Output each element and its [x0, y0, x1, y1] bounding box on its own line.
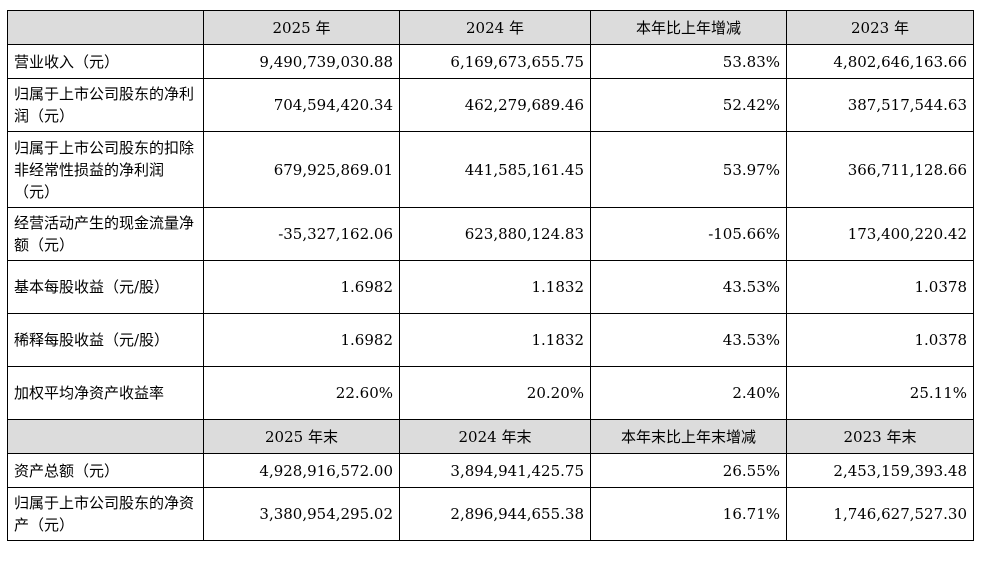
row-label: 稀释每股收益（元/股） [7, 313, 204, 367]
value-change: 53.97% [590, 131, 787, 208]
value-2023: 2,453,159,393.48 [786, 453, 974, 488]
value-change: 43.53% [590, 313, 787, 367]
header-cell-2024: 2024 年 [399, 10, 591, 45]
value-2023: 1.0378 [786, 313, 974, 367]
value-2024: 441,585,161.45 [399, 131, 591, 208]
header-cell-2023-end: 2023 年末 [786, 419, 974, 454]
value-change: 52.42% [590, 78, 787, 132]
value-change: 16.71% [590, 487, 787, 541]
header-cell-2023: 2023 年 [786, 10, 974, 45]
row-label: 归属于上市公司股东的净资产（元） [7, 487, 204, 541]
value-2023: 387,517,544.63 [786, 78, 974, 132]
value-2024: 462,279,689.46 [399, 78, 591, 132]
row-label: 基本每股收益（元/股） [7, 260, 204, 314]
value-2025: 1.6982 [203, 260, 400, 314]
row-label: 加权平均净资产收益率 [7, 366, 204, 420]
table-row: 归属于上市公司股东的净资产（元） 3,380,954,295.02 2,896,… [7, 487, 974, 541]
value-2023: 1,746,627,527.30 [786, 487, 974, 541]
value-change: 26.55% [590, 453, 787, 488]
value-2025: 3,380,954,295.02 [203, 487, 400, 541]
header-cell-change-end: 本年末比上年末增减 [590, 419, 787, 454]
value-2025: 704,594,420.34 [203, 78, 400, 132]
value-2024: 20.20% [399, 366, 591, 420]
table-row: 资产总额（元） 4,928,916,572.00 3,894,941,425.7… [7, 453, 974, 488]
table-row: 归属于上市公司股东的扣除非经常性损益的净利润（元） 679,925,869.01… [7, 131, 974, 208]
value-2024: 1.1832 [399, 313, 591, 367]
table-row: 稀释每股收益（元/股） 1.6982 1.1832 43.53% 1.0378 [7, 313, 974, 367]
table-row: 基本每股收益（元/股） 1.6982 1.1832 43.53% 1.0378 [7, 260, 974, 314]
table-row: 营业收入（元） 9,490,739,030.88 6,169,673,655.7… [7, 44, 974, 79]
value-change: 2.40% [590, 366, 787, 420]
header-cell-label [7, 419, 204, 454]
row-label: 归属于上市公司股东的扣除非经常性损益的净利润（元） [7, 131, 204, 208]
table-row: 加权平均净资产收益率 22.60% 20.20% 2.40% 25.11% [7, 366, 974, 420]
header-cell-label [7, 10, 204, 45]
value-2024: 6,169,673,655.75 [399, 44, 591, 79]
value-change: -105.66% [590, 207, 787, 261]
value-2025: 1.6982 [203, 313, 400, 367]
financial-summary-table: 2025 年 2024 年 本年比上年增减 2023 年 营业收入（元） 9,4… [7, 10, 974, 541]
value-2024: 2,896,944,655.38 [399, 487, 591, 541]
value-change: 53.83% [590, 44, 787, 79]
value-2024: 623,880,124.83 [399, 207, 591, 261]
table-header-row: 2025 年 2024 年 本年比上年增减 2023 年 [7, 10, 974, 45]
value-2024: 1.1832 [399, 260, 591, 314]
value-2025: -35,327,162.06 [203, 207, 400, 261]
value-2023: 1.0378 [786, 260, 974, 314]
value-2023: 173,400,220.42 [786, 207, 974, 261]
value-2023: 25.11% [786, 366, 974, 420]
value-2025: 679,925,869.01 [203, 131, 400, 208]
value-2024: 3,894,941,425.75 [399, 453, 591, 488]
header-cell-2025: 2025 年 [203, 10, 400, 45]
row-label: 经营活动产生的现金流量净额（元） [7, 207, 204, 261]
row-label: 归属于上市公司股东的净利润（元） [7, 78, 204, 132]
row-label: 营业收入（元） [7, 44, 204, 79]
header-cell-2025-end: 2025 年末 [203, 419, 400, 454]
row-label: 资产总额（元） [7, 453, 204, 488]
value-2025: 22.60% [203, 366, 400, 420]
value-2023: 4,802,646,163.66 [786, 44, 974, 79]
header-cell-change: 本年比上年增减 [590, 10, 787, 45]
value-change: 43.53% [590, 260, 787, 314]
value-2025: 4,928,916,572.00 [203, 453, 400, 488]
table-row: 经营活动产生的现金流量净额（元） -35,327,162.06 623,880,… [7, 207, 974, 261]
table-row: 归属于上市公司股东的净利润（元） 704,594,420.34 462,279,… [7, 78, 974, 132]
value-2025: 9,490,739,030.88 [203, 44, 400, 79]
header-cell-2024-end: 2024 年末 [399, 419, 591, 454]
value-2023: 366,711,128.66 [786, 131, 974, 208]
table-header-row: 2025 年末 2024 年末 本年末比上年末增减 2023 年末 [7, 419, 974, 454]
